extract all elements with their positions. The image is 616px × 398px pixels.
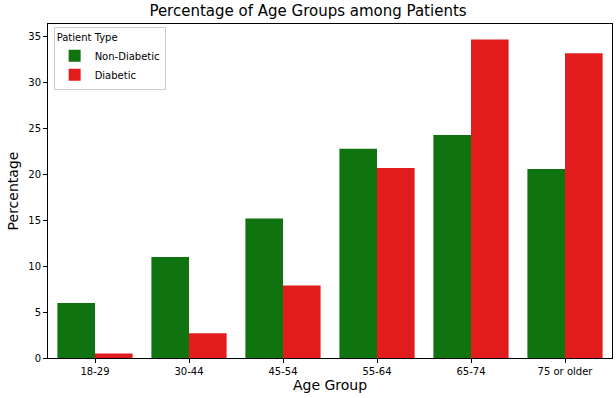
svg-text:Diabetic: Diabetic xyxy=(95,70,136,81)
svg-text:10: 10 xyxy=(28,261,41,272)
svg-text:0: 0 xyxy=(35,353,41,364)
svg-text:45-54: 45-54 xyxy=(268,366,297,377)
svg-text:18-29: 18-29 xyxy=(80,366,109,377)
svg-text:15: 15 xyxy=(28,215,41,226)
svg-text:Non-Diabetic: Non-Diabetic xyxy=(95,51,160,62)
svg-text:35: 35 xyxy=(28,31,41,42)
svg-text:Percentage: Percentage xyxy=(5,152,21,231)
svg-text:65-74: 65-74 xyxy=(456,366,485,377)
svg-text:25: 25 xyxy=(28,123,41,134)
svg-text:5: 5 xyxy=(35,307,41,318)
svg-text:20: 20 xyxy=(28,169,41,180)
svg-text:Patient Type: Patient Type xyxy=(57,32,118,43)
svg-text:Percentage of Age Groups among: Percentage of Age Groups among Patients xyxy=(149,2,466,20)
svg-text:75 or older: 75 or older xyxy=(538,366,594,377)
svg-text:30: 30 xyxy=(28,77,41,88)
svg-text:30-44: 30-44 xyxy=(174,366,203,377)
svg-text:Age Group: Age Group xyxy=(293,377,367,393)
svg-text:55-64: 55-64 xyxy=(362,366,391,377)
